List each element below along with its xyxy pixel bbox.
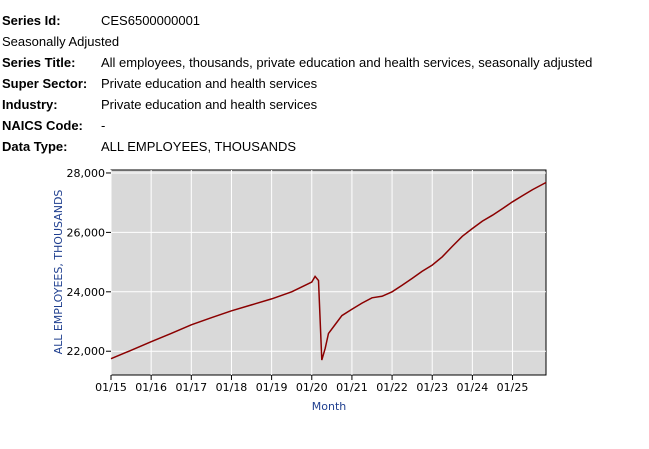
y-axis-title: ALL EMPLOYEES, THOUSANDS xyxy=(52,190,65,355)
y-axis: 22,000 24,000 26,000 28,000 xyxy=(67,167,111,358)
series-id-label: Series Id: xyxy=(2,13,61,28)
y-tick-label: 22,000 xyxy=(67,345,106,358)
y-tick-label: 26,000 xyxy=(67,226,106,239)
super-sector-label: Super Sector: xyxy=(2,76,88,91)
grid-lines xyxy=(110,170,546,375)
x-tick-label: 01/25 xyxy=(497,381,529,394)
super-sector-value: Private education and health services xyxy=(101,76,318,91)
x-tick-label: 01/15 xyxy=(95,381,127,394)
x-tick-label: 01/21 xyxy=(336,381,368,394)
series-line xyxy=(110,181,547,361)
x-axis: 01/15 01/16 01/17 01/18 01/19 01/20 01/21 01/22… xyxy=(95,375,528,394)
naics-code-label: NAICS Code: xyxy=(2,118,83,133)
y-tick-label: 28,000 xyxy=(67,167,106,180)
y-tick-label: 24,000 xyxy=(67,286,106,299)
x-tick-label: 01/22 xyxy=(376,381,408,394)
plot-area xyxy=(110,169,547,376)
series-title-value: All employees, thousands, private educat… xyxy=(101,55,593,70)
x-tick-label: 01/23 xyxy=(416,381,448,394)
x-tick-label: 01/16 xyxy=(135,381,167,394)
x-tick-label: 01/20 xyxy=(296,381,328,394)
seasonal-adjustment-text: Seasonally Adjusted xyxy=(2,34,120,49)
data-type-label: Data Type: xyxy=(2,139,68,154)
industry-label: Industry: xyxy=(2,97,58,112)
x-tick-label: 01/24 xyxy=(457,381,489,394)
data-type-value: ALL EMPLOYEES, THOUSANDS xyxy=(101,139,297,154)
x-tick-label: 01/17 xyxy=(175,381,207,394)
x-tick-label: 01/18 xyxy=(216,381,248,394)
series-title-label: Series Title: xyxy=(2,55,76,70)
x-tick-label: 01/19 xyxy=(256,381,288,394)
industry-value: Private education and health services xyxy=(101,97,318,112)
series-id-value: CES6500000001 xyxy=(101,13,201,28)
naics-code-value: - xyxy=(101,118,106,133)
x-axis-title: Month xyxy=(312,400,347,413)
